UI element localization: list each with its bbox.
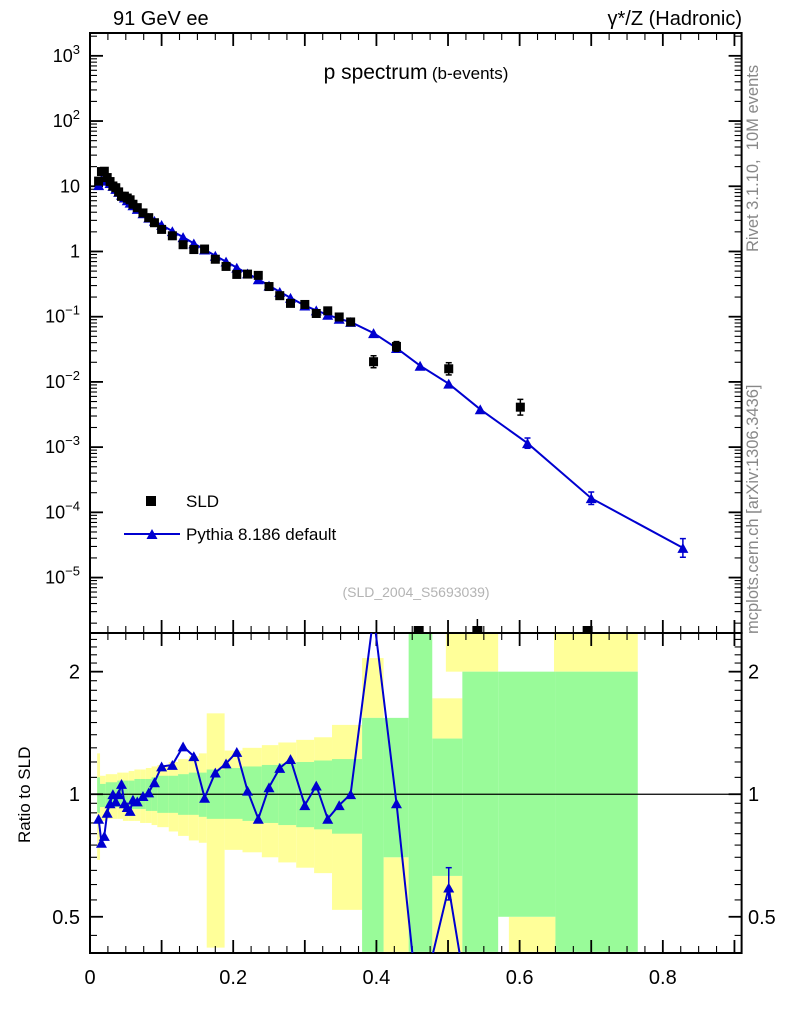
svg-text:10−2: 10−2 xyxy=(45,368,80,392)
svg-text:0.8: 0.8 xyxy=(649,967,677,989)
plot-title-suffix: (b-events) xyxy=(431,64,509,83)
analysis-id-watermark: (SLD_2004_S5693039) xyxy=(342,584,490,600)
mcplots-arxiv-note: mcplots.cern.ch [arXiv:1306.3436] xyxy=(744,384,762,634)
legend-label-pythia: Pythia 8.186 default xyxy=(186,525,337,544)
ratio-axis-label: Ratio to SLD xyxy=(15,746,34,843)
svg-text:10−5: 10−5 xyxy=(45,564,80,588)
rivet-version-note: Rivet 3.1.10, 10M events xyxy=(744,64,762,252)
svg-text:0.5: 0.5 xyxy=(748,907,776,929)
svg-text:10−4: 10−4 xyxy=(45,498,80,522)
plot-title-main: p spectrum xyxy=(323,61,428,84)
svg-text:10−3: 10−3 xyxy=(45,433,80,457)
svg-text:103: 103 xyxy=(53,42,80,66)
beam-energy-label: 91 GeV ee xyxy=(113,8,209,30)
legend-label-sld: SLD xyxy=(186,492,220,511)
sld-series xyxy=(94,166,593,633)
svg-text:0: 0 xyxy=(84,967,95,989)
svg-text:0.4: 0.4 xyxy=(363,967,391,989)
svg-text:102: 102 xyxy=(53,107,80,131)
legend-markers xyxy=(124,496,180,539)
plot-title: p spectrum (b-events) xyxy=(90,61,742,85)
ratio-mc-line xyxy=(93,633,461,953)
svg-text:1: 1 xyxy=(69,784,80,806)
axis-tick-labels: 0 0.2 0.4 0.6 0.810310210110−110−210−310−410… xyxy=(45,42,776,989)
svg-text:2: 2 xyxy=(69,662,80,684)
svg-text:0.5: 0.5 xyxy=(52,907,80,929)
svg-text:2: 2 xyxy=(748,662,759,684)
svg-text:1: 1 xyxy=(70,241,80,261)
svg-text:0.6: 0.6 xyxy=(506,967,534,989)
svg-text:1: 1 xyxy=(748,784,759,806)
process-label: γ*/Z (Hadronic) xyxy=(607,8,742,30)
pythia-series xyxy=(93,173,689,558)
svg-text:10: 10 xyxy=(60,176,80,196)
svg-text:10−1: 10−1 xyxy=(45,303,80,327)
svg-text:0.2: 0.2 xyxy=(219,967,247,989)
